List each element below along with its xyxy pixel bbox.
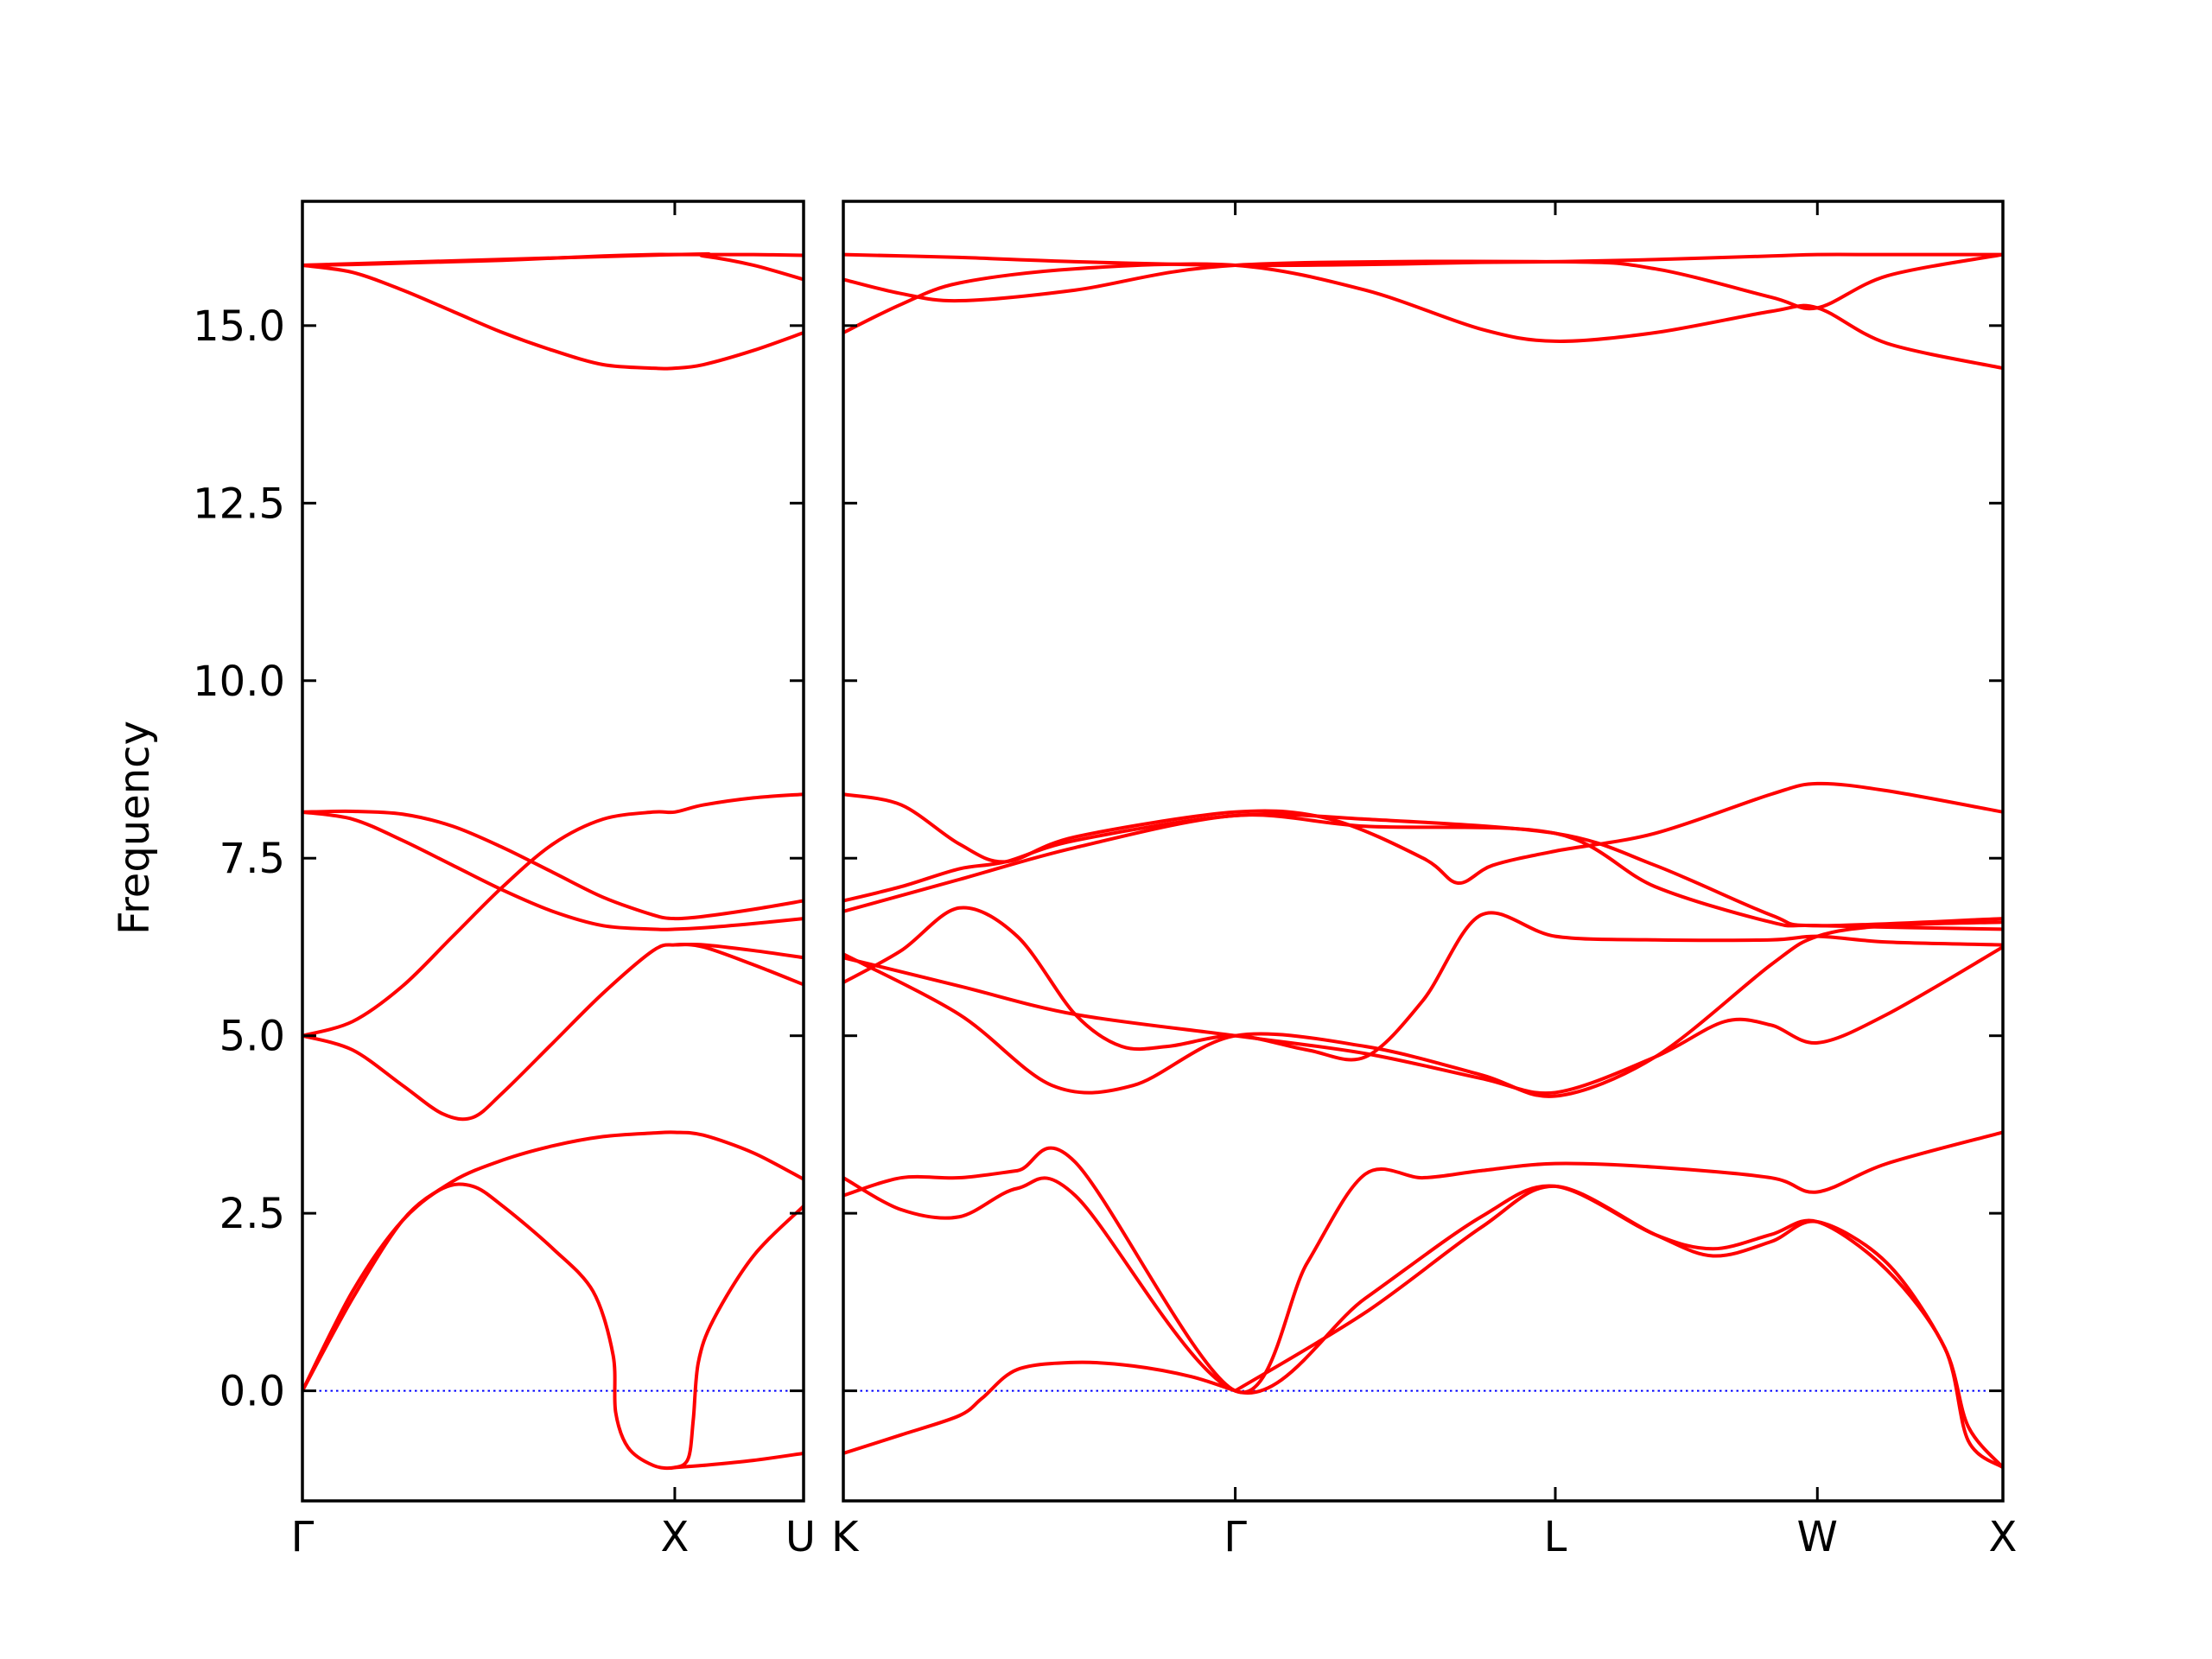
x-tick-label-X: X [660, 1513, 689, 1561]
panel-frame [842, 200, 2005, 1503]
x-tick-label-U: U [785, 1513, 816, 1561]
x-tick-label-K: K [831, 1513, 860, 1561]
y-tick-label: 10.0 [193, 658, 285, 706]
y-axis-label: Frequency [111, 721, 159, 935]
panels-layer: Γ X U K Γ L W X 0.0 2.5 5.0 7.5 10.0 12.5 15.0 [193, 200, 2018, 1561]
panel-frame [301, 200, 805, 1503]
band-line-11 [843, 1176, 2003, 1470]
band-line-10 [302, 1182, 804, 1471]
band-line-3 [302, 251, 804, 282]
x-tick-label-X: X [1989, 1513, 2018, 1561]
band-line-3 [843, 262, 2003, 371]
band-line-9 [302, 1130, 804, 1393]
y-tick-label: 0.0 [219, 1368, 285, 1416]
band-line-7 [843, 906, 2003, 1062]
band-line-13 [843, 1360, 1237, 1455]
band-line-5 [843, 812, 2003, 928]
band-series-group [302, 251, 804, 1471]
band-line-2 [843, 252, 2003, 311]
y-tick-label: 12.5 [193, 480, 285, 528]
band-line-4 [302, 809, 804, 921]
x-tick-label-W: W [1797, 1513, 1838, 1561]
band-line-5 [302, 810, 804, 931]
band-line-9 [843, 920, 2003, 1098]
band-line-7 [302, 943, 804, 1122]
band-line-10 [843, 1130, 2003, 1395]
y-tick-label: 7.5 [219, 835, 285, 883]
band-line-2 [302, 263, 804, 371]
band-line-11 [672, 1451, 804, 1470]
band-line-4 [843, 781, 2003, 885]
x-tick-label-Γ: Γ [1224, 1513, 1247, 1561]
y-tick-label: 2.5 [219, 1190, 285, 1238]
x-tick-label-Γ: Γ [291, 1513, 315, 1561]
band-line-8 [843, 944, 2003, 1096]
band-line-12 [1233, 1184, 2003, 1470]
band-line-8 [672, 943, 804, 960]
y-tick-label: 5.0 [219, 1013, 285, 1061]
y-tick-label: 15.0 [193, 302, 285, 351]
band-series-group [843, 252, 2003, 1470]
band-line-6 [843, 813, 2003, 931]
x-tick-label-L: L [1544, 1513, 1567, 1561]
band-line-6 [302, 792, 804, 1038]
